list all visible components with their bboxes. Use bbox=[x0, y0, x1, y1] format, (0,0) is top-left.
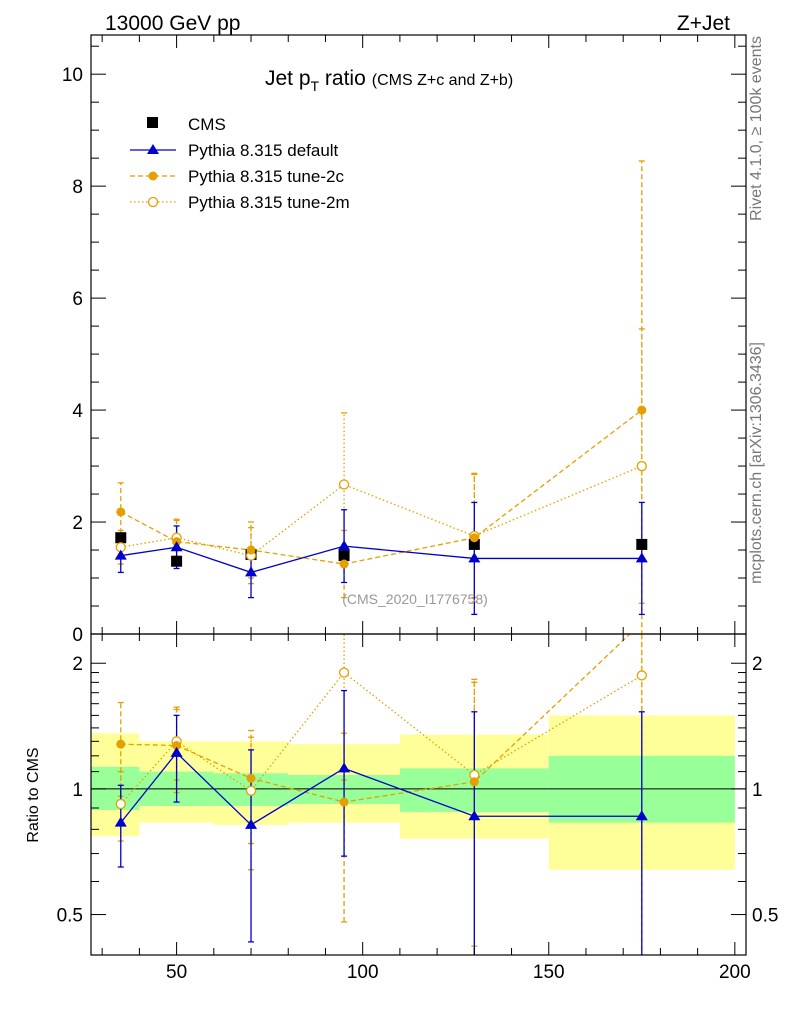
y-tick-label: 0 bbox=[72, 625, 83, 646]
y-tick-label: 4 bbox=[72, 401, 83, 422]
tune2c-point bbox=[637, 405, 647, 415]
legend: CMS Pythia 8.315 default Pythia 8.315 tu… bbox=[130, 115, 350, 212]
default-point bbox=[245, 566, 258, 577]
main-panel: 0 2 4 6 8 10 bbox=[62, 34, 747, 646]
y-tick-label: 10 bbox=[62, 65, 83, 86]
tune2m-point bbox=[636, 670, 647, 681]
ratio-data-layer bbox=[91, 634, 746, 955]
ratio-band-inner bbox=[91, 766, 140, 811]
default-point bbox=[245, 818, 258, 829]
side-rivet-label: Rivet 4.1.0, ≥ 100k events bbox=[748, 36, 765, 221]
tune2m-point bbox=[115, 798, 126, 810]
default-series-line bbox=[120, 545, 642, 574]
default-point bbox=[635, 552, 648, 563]
cms-point bbox=[115, 532, 127, 544]
tune2c-point bbox=[469, 533, 479, 543]
ratio-y-tick-label: 0.5 bbox=[57, 906, 83, 927]
tune2c-point bbox=[469, 777, 479, 787]
side-mcplots-label: mcplots.cern.ch [arXiv:1306.3436] bbox=[748, 342, 765, 584]
default-point bbox=[635, 810, 648, 821]
main-title: Jet pT ratio (CMS Z+c and Z+b) bbox=[265, 67, 513, 94]
default-point bbox=[338, 762, 351, 773]
ratio-y-tick-label-right: 1 bbox=[752, 780, 763, 801]
tune2m-series-line bbox=[120, 671, 643, 805]
default-point bbox=[468, 810, 481, 821]
header-right-label: Z+Jet bbox=[677, 12, 730, 35]
default-point bbox=[468, 552, 481, 563]
x-tick-label: 50 bbox=[166, 962, 187, 983]
legend-cms-marker bbox=[147, 117, 158, 128]
tune2c-point bbox=[339, 797, 349, 807]
legend-tune2m-marker bbox=[147, 196, 159, 208]
cms-point bbox=[636, 538, 648, 550]
ratio-y-tick-label-right: 0.5 bbox=[752, 906, 778, 927]
default-point bbox=[170, 746, 183, 757]
x-tick-label: 150 bbox=[533, 962, 565, 983]
y-tick-label: 6 bbox=[72, 289, 83, 310]
legend-default-label: Pythia 8.315 default bbox=[188, 141, 339, 160]
main-data-layer bbox=[114, 160, 648, 634]
x-tick-label: 200 bbox=[719, 962, 751, 983]
analysis-watermark: (CMS_2020_I1776758) bbox=[342, 591, 488, 607]
tune2m-point bbox=[245, 785, 257, 796]
tune2m-point bbox=[338, 667, 350, 678]
default-series-line bbox=[120, 751, 642, 826]
tune2c-point bbox=[246, 773, 256, 783]
ratio-y-tick-label: 2 bbox=[72, 654, 83, 675]
legend-cms-label: CMS bbox=[188, 115, 226, 134]
legend-default-marker bbox=[147, 144, 159, 154]
cms-point bbox=[338, 550, 350, 562]
tune2m-point bbox=[636, 460, 647, 472]
default-point bbox=[170, 541, 183, 552]
ratio-axis-label: Ratio to CMS bbox=[25, 747, 42, 842]
tune2c-point bbox=[339, 559, 349, 569]
tune2c-series-line bbox=[120, 634, 631, 803]
y-tick-label: 8 bbox=[72, 177, 83, 198]
x-tick-label: 100 bbox=[347, 962, 379, 983]
legend-tune2c-marker bbox=[148, 171, 158, 181]
header-left-label: 13000 GeV pp bbox=[105, 12, 240, 35]
cms-point bbox=[468, 538, 480, 550]
tune2c-point bbox=[246, 545, 256, 555]
default-point bbox=[114, 816, 127, 827]
ratio-frame bbox=[90, 633, 747, 956]
legend-tune2c-label: Pythia 8.315 tune-2c bbox=[188, 167, 344, 186]
default-point bbox=[338, 540, 351, 551]
tune2c-point bbox=[116, 739, 126, 749]
default-point bbox=[114, 549, 127, 560]
tune2c-point bbox=[172, 741, 182, 751]
ratio-y-tick-label-right: 2 bbox=[752, 654, 763, 675]
y-tick-label: 2 bbox=[72, 513, 83, 534]
cms-point bbox=[171, 555, 183, 567]
ratio-panel: 50 100 150 200 0.5 0.5 1 1 2 2 bbox=[57, 633, 778, 983]
tune2c-series-line bbox=[120, 409, 643, 565]
tune2c-point bbox=[116, 507, 126, 517]
tune2m-point bbox=[338, 479, 350, 490]
legend-tune2m-label: Pythia 8.315 tune-2m bbox=[188, 193, 350, 212]
ratio-y-tick-label: 1 bbox=[72, 780, 83, 801]
tune2m-series-line bbox=[120, 465, 643, 557]
